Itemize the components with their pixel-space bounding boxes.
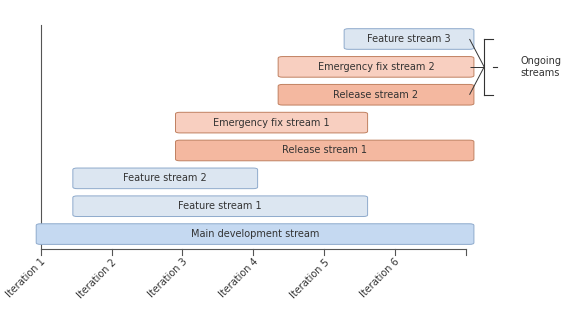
FancyBboxPatch shape: [73, 168, 258, 189]
FancyBboxPatch shape: [278, 57, 474, 77]
FancyBboxPatch shape: [175, 140, 474, 161]
FancyBboxPatch shape: [73, 196, 368, 217]
Text: Feature stream 2: Feature stream 2: [123, 173, 207, 183]
Text: Release stream 2: Release stream 2: [333, 90, 419, 100]
Text: Iteration 3: Iteration 3: [146, 257, 189, 300]
Text: Iteration 6: Iteration 6: [359, 257, 402, 300]
Text: Emergency fix stream 2: Emergency fix stream 2: [317, 62, 434, 72]
Text: Ongoing
streams: Ongoing streams: [521, 56, 562, 78]
FancyBboxPatch shape: [278, 85, 474, 105]
Text: Main development stream: Main development stream: [191, 229, 319, 239]
FancyBboxPatch shape: [36, 224, 474, 244]
Text: Iteration 2: Iteration 2: [76, 257, 119, 300]
Text: Iteration 4: Iteration 4: [217, 257, 260, 300]
Text: Feature stream 3: Feature stream 3: [367, 34, 451, 44]
Text: Iteration 5: Iteration 5: [288, 257, 331, 300]
Text: Iteration 1: Iteration 1: [5, 257, 48, 300]
Text: Emergency fix stream 1: Emergency fix stream 1: [213, 118, 330, 128]
FancyBboxPatch shape: [175, 112, 368, 133]
Text: Feature stream 1: Feature stream 1: [178, 201, 262, 211]
FancyBboxPatch shape: [344, 29, 474, 49]
Text: Release stream 1: Release stream 1: [282, 146, 367, 156]
